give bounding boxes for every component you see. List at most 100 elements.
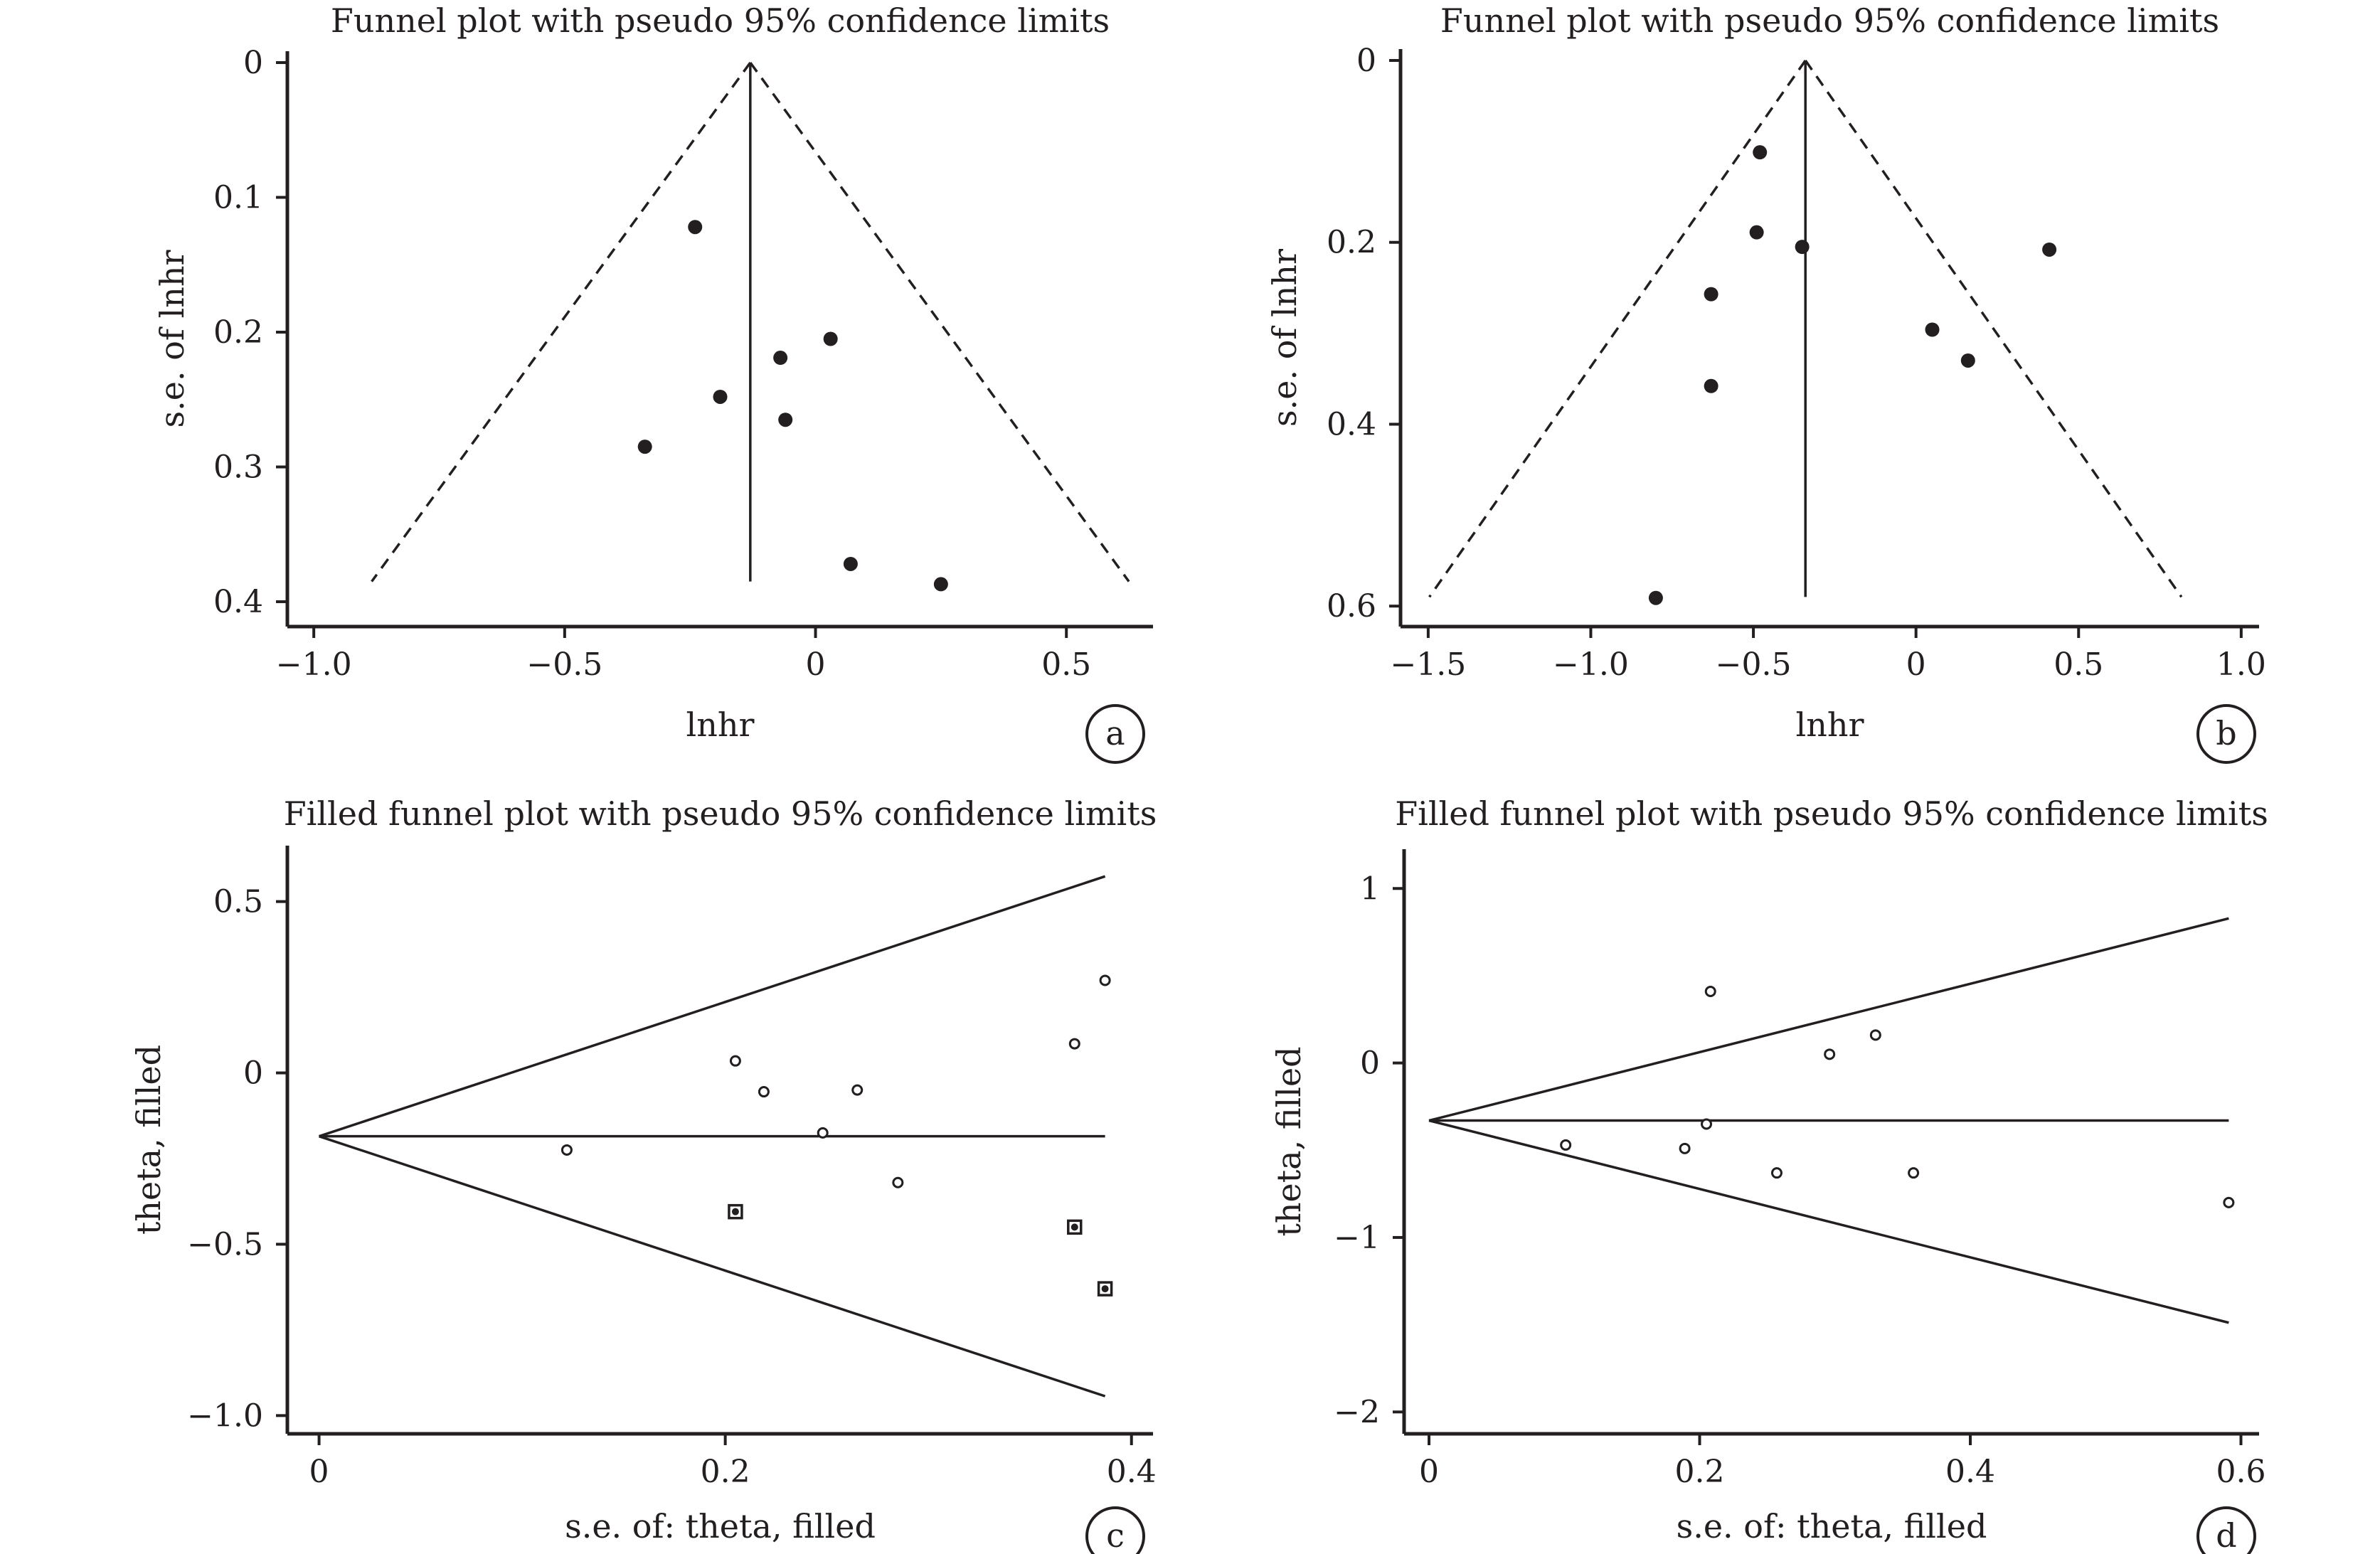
imputed-dot: [1101, 1285, 1109, 1293]
study-point: [773, 351, 788, 366]
imputed-study-point: [1067, 1219, 1083, 1235]
upper-confidence-limit-line: [749, 61, 1130, 582]
panel-c-filled-funnel-plot: Filled funnel plot with pseudo 95% confi…: [129, 794, 1157, 1554]
imputed-study-point: [1097, 1281, 1113, 1297]
y-tick-label: 0.4: [213, 584, 263, 620]
study-point: [1068, 1038, 1080, 1050]
study-point: [758, 1086, 770, 1098]
study-point: [817, 1127, 829, 1139]
y-tick-label: 0: [1356, 43, 1376, 79]
imputed-dot: [731, 1208, 739, 1215]
study-point: [1701, 1118, 1713, 1130]
upper-confidence-limit-line: [319, 875, 1106, 1138]
study-point: [843, 556, 858, 571]
x-axis-label: s.e. of: theta, filled: [1677, 1507, 1987, 1545]
x-tick-label: 0.5: [1041, 646, 1091, 683]
x-tick-label: 0.5: [2054, 646, 2103, 683]
study-point: [688, 220, 703, 235]
lower-confidence-limit-line: [319, 1135, 1106, 1398]
study-point: [933, 577, 948, 592]
y-axis-label: s.e. of lnhr: [153, 250, 191, 427]
y-tick-label: 0: [1360, 1045, 1380, 1082]
x-tick-label: 0: [309, 1454, 329, 1490]
upper-confidence-limit-line: [1428, 917, 2229, 1122]
x-tick-label: 0.4: [1107, 1454, 1157, 1490]
study-point: [1648, 590, 1663, 605]
study-point: [1960, 353, 1975, 368]
y-tick-label: −1: [1334, 1220, 1380, 1256]
y-tick-label: 0.2: [1327, 225, 1376, 261]
study-point: [729, 1055, 741, 1067]
x-tick-label: 0.2: [1675, 1454, 1725, 1490]
panel-b-funnel-plot: Funnel plot with pseudo 95% confidence l…: [1265, 1, 2266, 764]
lower-confidence-limit-line: [371, 61, 752, 582]
chart-title: Funnel plot with pseudo 95% confidence l…: [331, 1, 1110, 40]
study-point: [637, 440, 652, 454]
y-tick-label: 0: [243, 45, 263, 81]
study-point: [1770, 1167, 1783, 1179]
study-point: [561, 1144, 573, 1156]
x-tick-label: −0.5: [1716, 646, 1792, 683]
imputed-study-point: [728, 1203, 743, 1220]
study-point: [1925, 322, 1940, 337]
x-axis-label: s.e. of: theta, filled: [565, 1507, 876, 1545]
chart-title: Filled funnel plot with pseudo 95% confi…: [284, 794, 1157, 833]
x-axis-label: lnhr: [1796, 706, 1864, 744]
study-point: [1704, 986, 1716, 998]
x-tick-label: −1.0: [276, 646, 352, 683]
y-tick-label: 0.5: [213, 884, 263, 920]
panel-label-circle: [2196, 1506, 2256, 1554]
x-tick-label: −1.0: [1553, 646, 1629, 683]
panel-label-circle: [1085, 704, 1145, 764]
y-tick-label: 0.2: [213, 314, 263, 351]
panel-label-circle: [1085, 1506, 1145, 1554]
lower-confidence-limit-line: [1428, 59, 1807, 598]
study-point: [851, 1084, 864, 1096]
x-tick-label: −1.5: [1390, 646, 1466, 683]
y-axis-label: s.e. of lnhr: [1265, 249, 1304, 427]
x-tick-label: 0.2: [701, 1454, 750, 1490]
x-tick-label: 1.0: [2216, 646, 2266, 683]
x-tick-label: 0: [1419, 1454, 1439, 1490]
imputed-dot: [1071, 1223, 1078, 1231]
study-point: [1749, 225, 1764, 240]
study-point: [2042, 242, 2057, 257]
study-point: [713, 389, 728, 404]
study-point: [1560, 1139, 1572, 1151]
study-point: [1824, 1048, 1836, 1060]
panel-label-circle: [2196, 704, 2256, 764]
y-axis-label: theta, filled: [129, 1045, 168, 1235]
study-point: [1795, 240, 1810, 255]
y-tick-label: −0.5: [187, 1226, 263, 1262]
x-tick-label: 0.6: [2216, 1454, 2265, 1490]
chart-title: Funnel plot with pseudo 95% confidence l…: [1440, 1, 2219, 40]
x-tick-label: 0.4: [1945, 1454, 1995, 1490]
x-tick-label: 0: [806, 646, 826, 683]
study-point: [1753, 145, 1768, 160]
panel-label: a: [1105, 714, 1125, 752]
study-point: [1908, 1167, 1920, 1179]
lower-confidence-limit-line: [1428, 1119, 2229, 1324]
study-point: [1869, 1029, 1881, 1041]
chart-title: Filled funnel plot with pseudo 95% confi…: [1395, 794, 2268, 833]
panel-label: b: [2216, 714, 2236, 752]
x-tick-label: 0: [1906, 646, 1926, 683]
study-point: [1099, 974, 1111, 986]
study-point: [1704, 378, 1718, 393]
study-point: [892, 1176, 904, 1188]
panel-a-funnel-plot: Funnel plot with pseudo 95% confidence l…: [153, 1, 1153, 764]
study-point: [1704, 287, 1718, 302]
y-axis-label: theta, filled: [1270, 1046, 1308, 1236]
y-tick-label: 0.3: [213, 449, 263, 486]
panel-d-filled-funnel-plot: Filled funnel plot with pseudo 95% confi…: [1270, 794, 2268, 1554]
panel-label: c: [1106, 1516, 1125, 1554]
x-tick-label: −0.5: [526, 646, 602, 683]
y-tick-label: 0.6: [1327, 588, 1376, 624]
y-tick-label: 1: [1360, 871, 1380, 907]
y-tick-label: −1.0: [187, 1398, 263, 1434]
panel-label: d: [2216, 1516, 2236, 1554]
y-tick-label: −2: [1334, 1394, 1380, 1430]
x-axis-label: lnhr: [686, 706, 755, 744]
study-point: [1679, 1142, 1691, 1154]
